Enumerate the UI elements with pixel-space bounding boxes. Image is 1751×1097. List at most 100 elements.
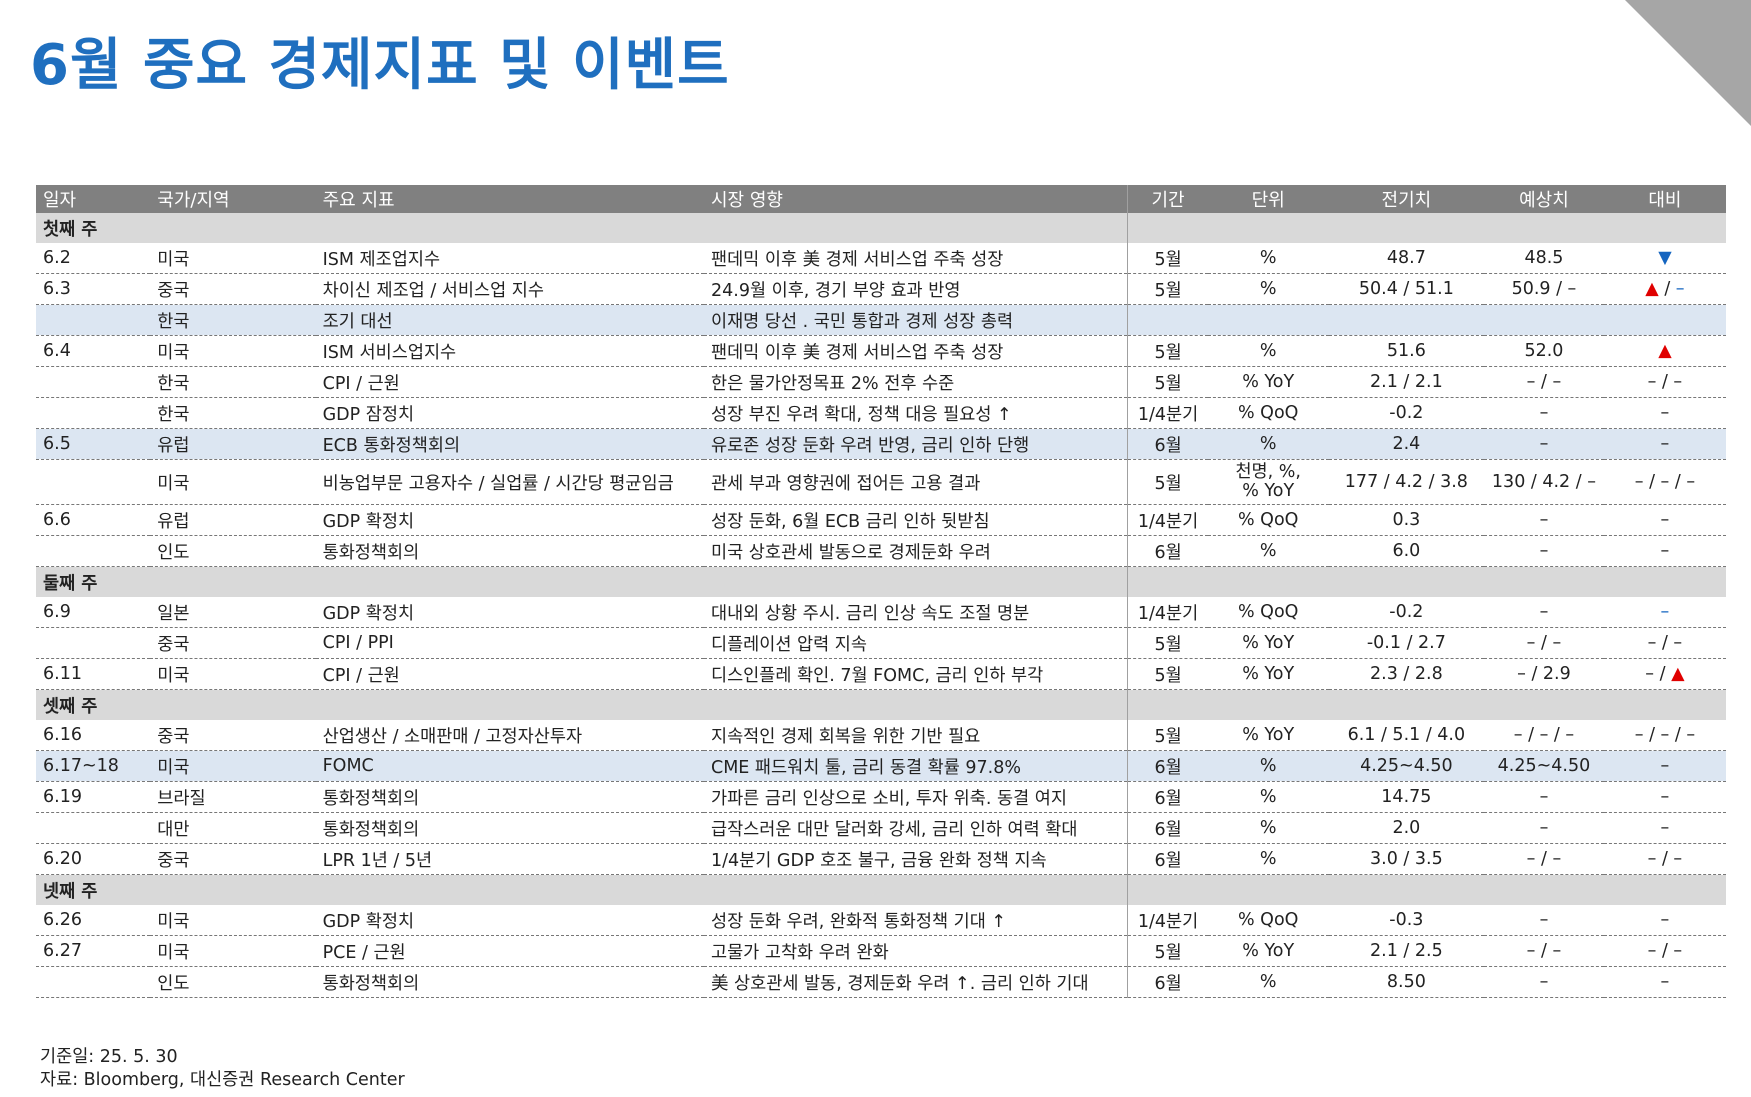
col-date-header: 일자 (36, 185, 151, 213)
table-row: 6.17~18 미국 FOMC CME 패드워치 툴, 금리 동결 확률 97.… (36, 750, 1726, 782)
compare-cell: – (1603, 966, 1726, 998)
forecast-cell: – / – (1484, 366, 1604, 398)
base-date-note: 기준일: 25. 5. 30 (40, 1047, 178, 1067)
indicator-cell: GDP 확정치 (315, 597, 704, 628)
unit-cell: % QoQ (1207, 905, 1329, 936)
forecast-cell: – / 2.9 (1484, 658, 1604, 690)
forecast-cell: – (1484, 597, 1604, 628)
forecast-cell: – / – (1484, 935, 1604, 967)
date-cell: 6.19 (36, 781, 151, 813)
indicator-cell: GDP 확정치 (315, 905, 704, 936)
region-cell: 미국 (150, 905, 316, 936)
compare-cell: – (1603, 504, 1726, 536)
period-cell: 6월 (1127, 812, 1208, 844)
unit-cell: % (1207, 243, 1329, 274)
period-cell: 5월 (1127, 335, 1208, 367)
unit-cell: % QoQ (1207, 504, 1329, 536)
prev-cell: 48.7 (1328, 243, 1485, 274)
corner-decoration (1625, 0, 1751, 126)
impact-cell: 이재명 당선 . 국민 통합과 경제 성장 총력 (703, 304, 1128, 336)
dash-icon: – (1675, 279, 1685, 299)
unit-cell: % QoQ (1207, 397, 1329, 429)
table-row: 인도 통화정책회의 美 상호관세 발동, 경제둔화 우려 ↑. 금리 인하 기대… (36, 966, 1726, 998)
compare-cell: – / – (1603, 366, 1726, 398)
unit-cell: % (1207, 812, 1329, 844)
table-row: 한국 조기 대선 이재명 당선 . 국민 통합과 경제 성장 총력 (36, 304, 1726, 336)
period-cell: 5월 (1127, 658, 1208, 690)
date-cell: 6.26 (36, 905, 151, 936)
period-cell: 5월 (1127, 273, 1208, 305)
date-cell: 6.5 (36, 428, 151, 460)
prev-cell: 2.0 (1328, 812, 1485, 844)
date-cell (36, 966, 151, 998)
region-cell: 유럽 (150, 428, 316, 460)
unit-cell: % (1207, 273, 1329, 305)
compare-cell: – / – / – (1603, 720, 1726, 751)
table-row: 대만 통화정책회의 급작스러운 대만 달러화 강세, 금리 인하 여력 확대 6… (36, 812, 1726, 844)
indicator-cell: 비농업부문 고용자수 / 실업률 / 시간당 평균임금 (315, 459, 704, 505)
unit-cell: % (1207, 750, 1329, 782)
region-cell: 한국 (150, 304, 316, 336)
prev-cell: 6.1 / 5.1 / 4.0 (1328, 720, 1485, 751)
date-cell: 6.4 (36, 335, 151, 367)
week-row: 셋째 주 (36, 689, 1726, 720)
up-triangle-icon: ▲ (1658, 341, 1672, 361)
indicator-cell: CPI / 근원 (315, 658, 704, 690)
period-cell: 6월 (1127, 843, 1208, 875)
impact-cell: 유로존 성장 둔화 우려 반영, 금리 인하 단행 (703, 428, 1128, 460)
compare-cell: – (1603, 428, 1726, 460)
period-cell: 6월 (1127, 966, 1208, 998)
forecast-cell: 130 / 4.2 / – (1484, 459, 1604, 505)
prev-cell: 2.3 / 2.8 (1328, 658, 1485, 690)
region-cell: 미국 (150, 243, 316, 274)
unit-cell: % YoY (1207, 935, 1329, 967)
forecast-cell: – (1484, 781, 1604, 813)
compare-cell: – (1603, 781, 1726, 813)
table-row: 미국 비농업부문 고용자수 / 실업률 / 시간당 평균임금 관세 부과 영향권… (36, 459, 1726, 505)
table-row: 6.6 유럽 GDP 확정치 성장 둔화, 6월 ECB 금리 인하 뒷받침 1… (36, 504, 1726, 536)
forecast-cell (1484, 304, 1604, 336)
forecast-cell: – (1484, 535, 1604, 567)
unit-cell: % YoY (1207, 366, 1329, 398)
period-cell: 5월 (1127, 627, 1208, 659)
compare-cell: – / ▲ (1603, 658, 1726, 690)
compare-cell: – (1603, 597, 1726, 628)
date-cell: 6.27 (36, 935, 151, 967)
region-cell: 브라질 (150, 781, 316, 813)
compare-cell: – / – / – (1603, 459, 1726, 505)
impact-cell: 성장 둔화, 6월 ECB 금리 인하 뒷받침 (703, 504, 1128, 536)
col-period-header: 기간 (1127, 185, 1208, 213)
table-row: 6.27 미국 PCE / 근원 고물가 고착화 우려 완화 5월 % YoY … (36, 935, 1726, 967)
prev-cell: -0.2 (1328, 397, 1485, 429)
prev-cell: 4.25~4.50 (1328, 750, 1485, 782)
forecast-cell: – (1484, 812, 1604, 844)
unit-cell: % QoQ (1207, 597, 1329, 628)
region-cell: 미국 (150, 935, 316, 967)
table-row: 한국 GDP 잠정치 성장 부진 우려 확대, 정책 대응 필요성 ↑ 1/4분… (36, 397, 1726, 429)
impact-cell: 고물가 고착화 우려 완화 (703, 935, 1128, 967)
unit-cell: % (1207, 335, 1329, 367)
page-title: 6월 중요 경제지표 및 이벤트 (30, 33, 730, 98)
impact-cell: CME 패드워치 툴, 금리 동결 확률 97.8% (703, 750, 1128, 782)
prev-cell: 0.3 (1328, 504, 1485, 536)
week-row: 넷째 주 (36, 874, 1726, 905)
date-cell (36, 812, 151, 844)
prev-cell: 50.4 / 51.1 (1328, 273, 1485, 305)
date-cell: 6.6 (36, 504, 151, 536)
date-cell (36, 459, 151, 505)
forecast-cell: – (1484, 504, 1604, 536)
table-row: 6.5 유럽 ECB 통화정책회의 유로존 성장 둔화 우려 반영, 금리 인하… (36, 428, 1726, 460)
unit-cell: % (1207, 535, 1329, 567)
period-cell: 6월 (1127, 781, 1208, 813)
col-prev-header: 전기치 (1328, 185, 1485, 213)
impact-cell: 가파른 금리 인상으로 소비, 투자 위축. 동결 여지 (703, 781, 1128, 813)
col-impact-header: 시장 영향 (703, 185, 1128, 213)
col-region-header: 국가/지역 (150, 185, 316, 213)
unit-cell: % YoY (1207, 658, 1329, 690)
compare-cell: – (1603, 535, 1726, 567)
period-cell: 6월 (1127, 535, 1208, 567)
date-cell (36, 304, 151, 336)
period-cell: 5월 (1127, 243, 1208, 274)
region-cell: 유럽 (150, 504, 316, 536)
impact-cell: 한은 물가안정목표 2% 전후 수준 (703, 366, 1128, 398)
